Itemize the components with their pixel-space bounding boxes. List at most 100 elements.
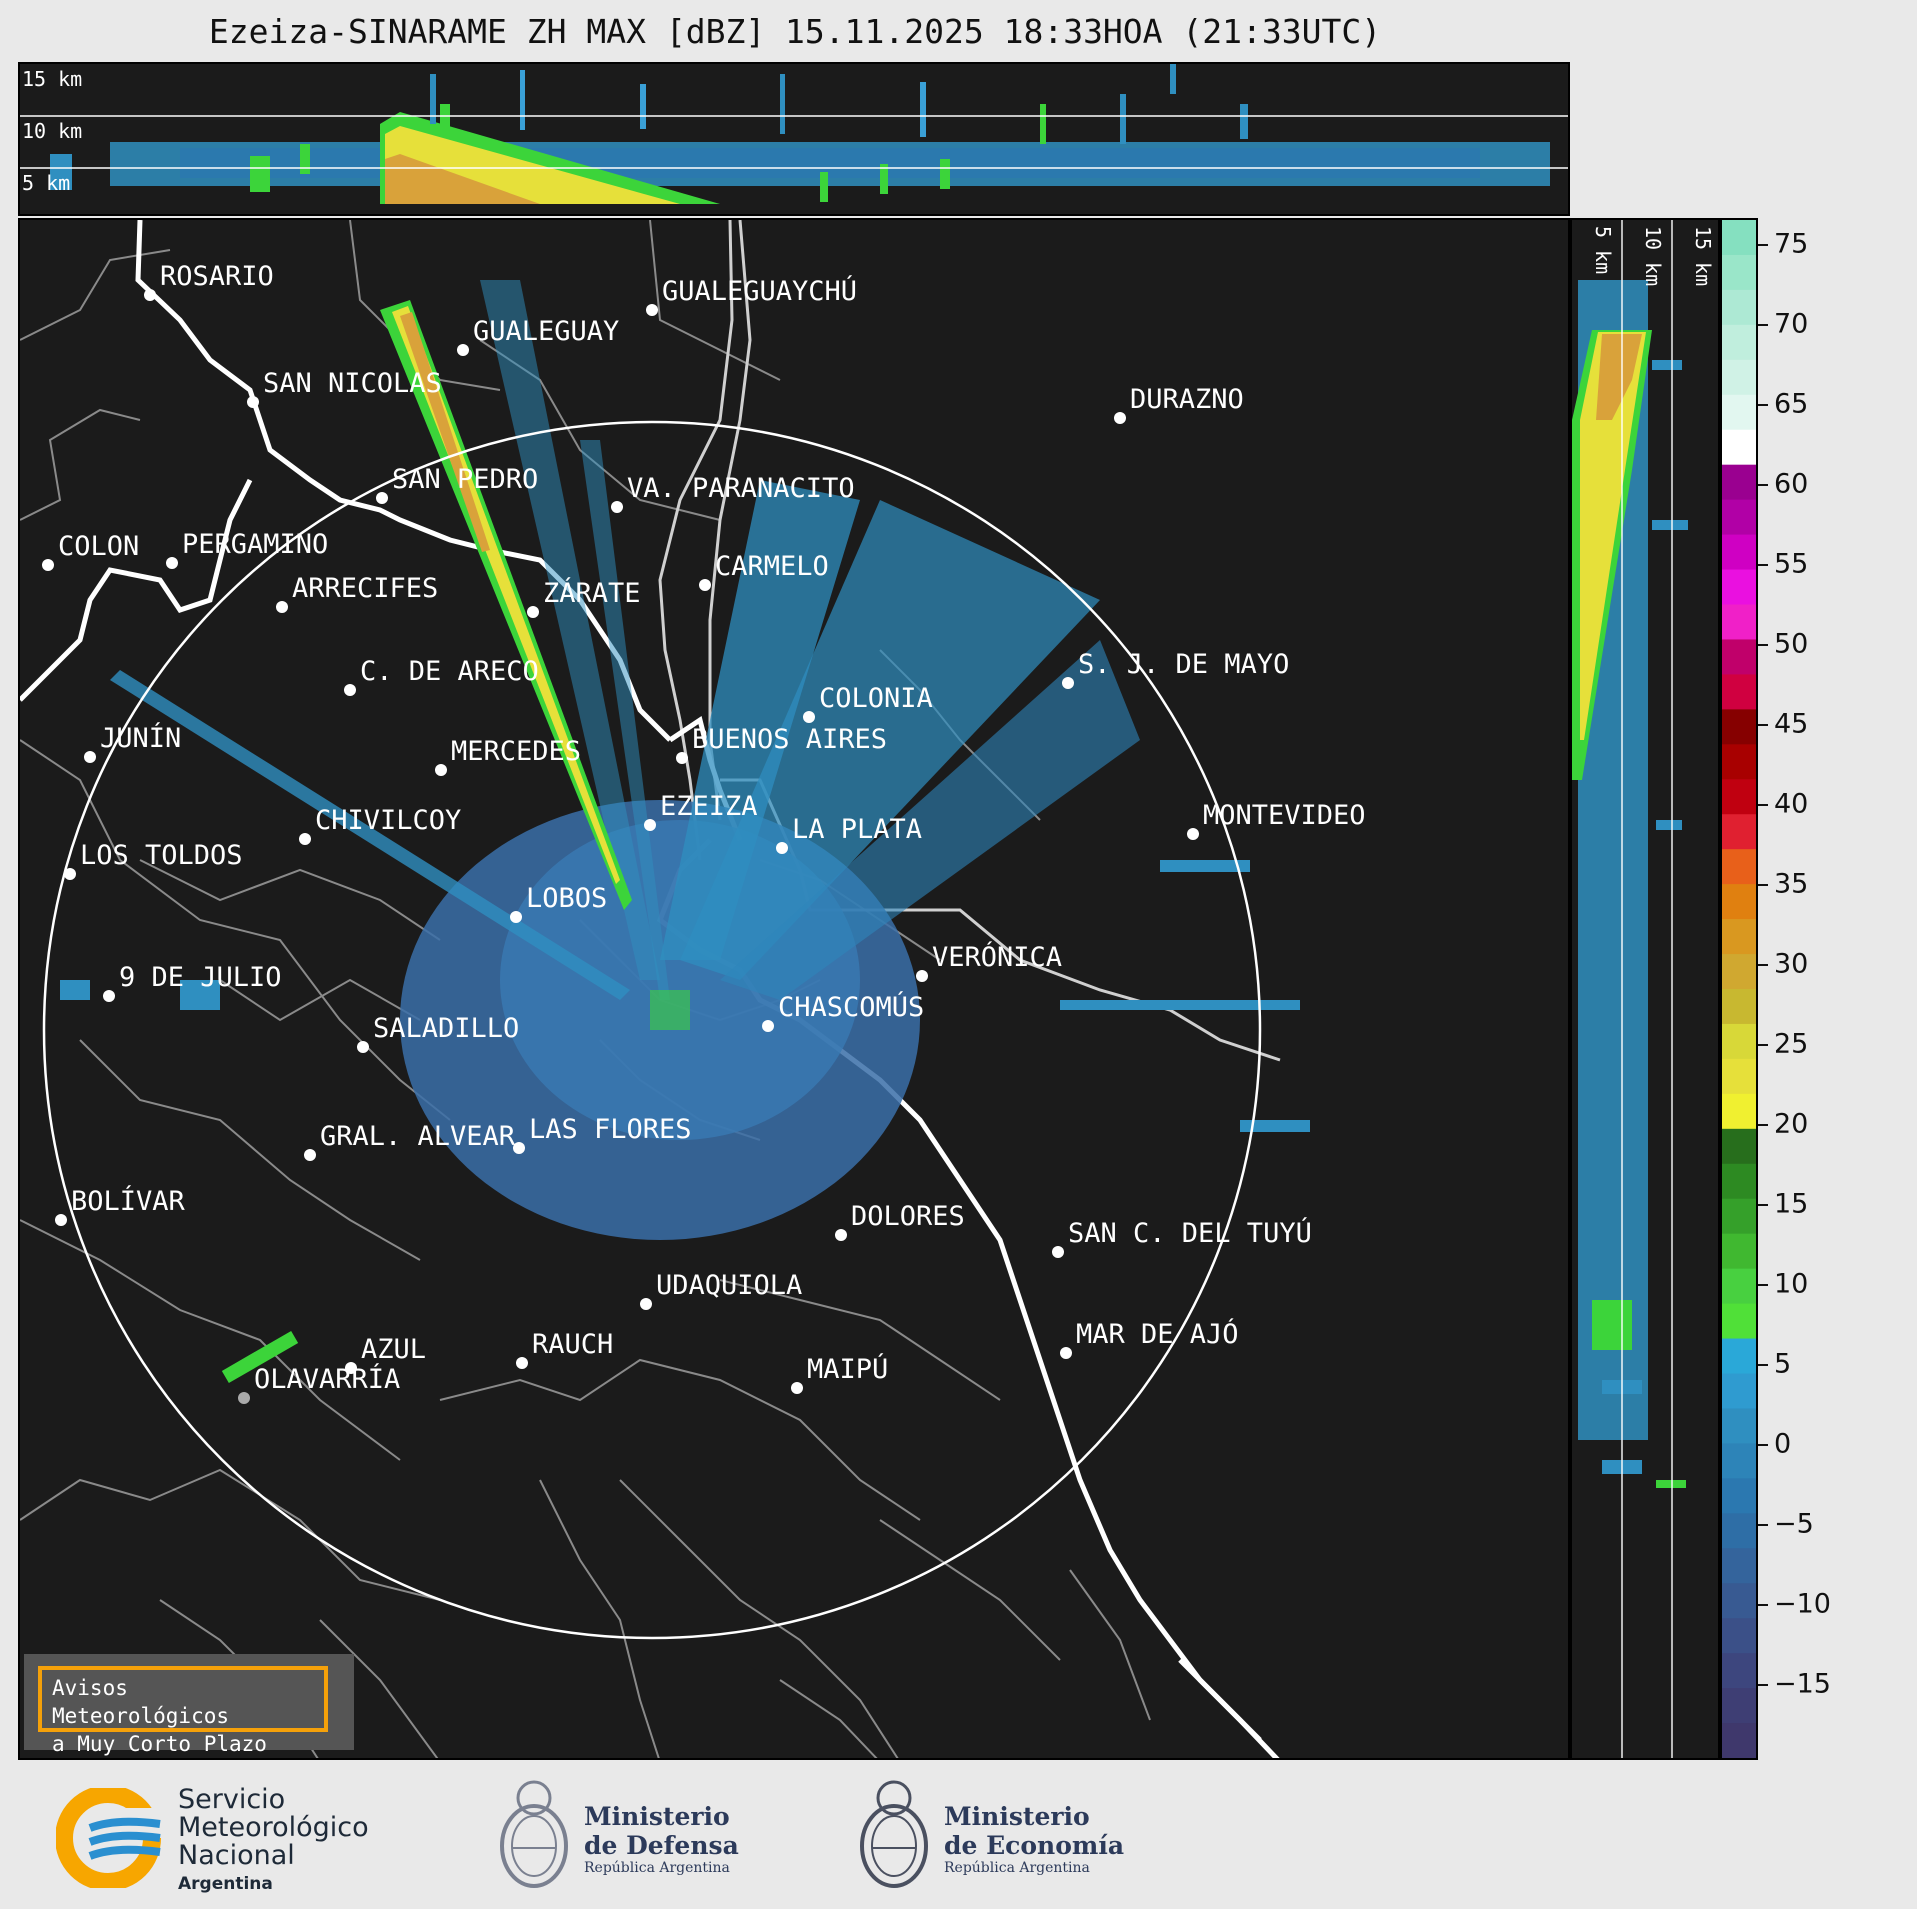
footer: Servicio Meteorológico Nacional Argentin…: [0, 1762, 1917, 1909]
city-dot: [916, 970, 928, 982]
colorbar-cell: [1722, 1443, 1756, 1479]
city-label: LOBOS: [526, 883, 607, 914]
city-marker: GUALEGUAYCHÚ: [646, 275, 857, 316]
city-marker: ARRECIFES: [276, 573, 438, 613]
colorbar-tick-label: 35: [1774, 868, 1809, 900]
city-dot: [55, 1214, 67, 1226]
city-dot: [345, 1362, 357, 1374]
city-label: LAS FLORES: [529, 1114, 692, 1145]
city-marker: RAUCH: [516, 1329, 613, 1369]
city-marker: C. DE ARECO: [344, 656, 539, 696]
top-profile-echoes: [50, 64, 1550, 204]
city-marker: LAS FLORES: [513, 1114, 692, 1154]
colorbar-cell: [1722, 1268, 1756, 1305]
colorbar-cell: [1722, 1233, 1756, 1270]
city-marker: GUALEGUAY: [457, 316, 619, 356]
colorbar-cell: [1722, 1163, 1756, 1200]
colorbar-tick-label: 45: [1774, 708, 1809, 740]
range-ring: [42, 420, 1262, 1640]
colorbar-tick-label: −5: [1774, 1508, 1814, 1540]
colorbar-cell: [1722, 394, 1756, 431]
colorbar-cell: [1722, 464, 1756, 501]
city-label: VERÓNICA: [932, 941, 1062, 973]
colorbar-tick: [1758, 1604, 1768, 1606]
city-marker: CARMELO: [699, 551, 829, 591]
colorbar-cell: [1722, 604, 1756, 640]
colorbar-tick: [1758, 964, 1768, 966]
city-label: MAR DE AJÓ: [1076, 1318, 1239, 1350]
colorbar-cell: [1722, 1303, 1756, 1340]
city-dot: [42, 559, 54, 571]
city-dot: [103, 990, 115, 1002]
city-label: GUALEGUAY: [473, 316, 619, 347]
city-dot: [299, 833, 311, 845]
colorbar-tick: [1758, 244, 1768, 246]
city-label: MONTEVIDEO: [1203, 800, 1366, 831]
city-dot: [640, 1298, 652, 1310]
top-height-profile-panel: 15 km 10 km 5 km: [18, 62, 1570, 216]
colorbar-cell: [1722, 429, 1756, 466]
colorbar-cell: [1722, 1023, 1756, 1060]
radar-echoes: [60, 280, 1310, 1384]
colorbar-tick: [1758, 484, 1768, 486]
city-marker: MERCEDES: [435, 736, 581, 776]
city-dot: [1062, 677, 1074, 689]
colorbar-tick-label: 40: [1774, 788, 1809, 820]
colorbar-cell: [1722, 1618, 1756, 1654]
city-label: UDAQUIOLA: [656, 1270, 802, 1301]
city-dot: [676, 752, 688, 764]
city-label: BOLÍVAR: [71, 1185, 186, 1217]
city-label: COLONIA: [819, 683, 933, 714]
city-marker: DURAZNO: [1114, 384, 1244, 424]
alert-box[interactable]: Avisos Meteorológicos a Muy Corto Plazo: [24, 1654, 354, 1756]
colorbar-cell: [1722, 814, 1756, 850]
colorbar-cell: [1722, 919, 1756, 955]
colorbar-cell: [1722, 709, 1756, 745]
city-marker: 9 DE JULIO: [103, 962, 282, 1002]
city-marker: MAR DE AJÓ: [1060, 1318, 1239, 1359]
colorbar-tick-label: 60: [1774, 468, 1809, 500]
colorbar-tick-label: 5: [1774, 1348, 1792, 1380]
colorbar-tick-label: 55: [1774, 548, 1809, 580]
city-marker: AZUL: [345, 1334, 426, 1374]
city-marker: BUENOS AIRES: [676, 724, 887, 764]
city-marker: PERGAMINO: [166, 529, 328, 569]
top-level-label: 10 km: [22, 119, 82, 143]
city-marker: SAN NICOLAS: [247, 368, 442, 408]
city-label: JUNÍN: [100, 722, 181, 754]
city-label: SAN PEDRO: [392, 464, 538, 495]
city-marker: VERÓNICA: [916, 941, 1062, 982]
city-label: OLAVARRÍA: [254, 1363, 400, 1395]
city-dot: [776, 842, 788, 854]
city-dot: [835, 1229, 847, 1241]
colorbar-cell: [1722, 289, 1756, 326]
city-marker: CHASCOMÚS: [762, 991, 924, 1032]
city-marker: DOLORES: [835, 1201, 965, 1241]
smn-logo-text: Servicio Meteorológico Nacional Argentin…: [178, 1784, 369, 1895]
city-label: AZUL: [361, 1334, 426, 1365]
colorbar-cell: [1722, 744, 1756, 780]
colorbar-tick-label: 75: [1774, 228, 1809, 260]
colorbar-cell: [1722, 884, 1756, 920]
city-marker: COLON: [42, 531, 139, 571]
city-dot: [1187, 828, 1199, 840]
city-marker: OLAVARRÍA: [238, 1363, 400, 1404]
city-layer: ROSARIO GUALEGUAYCHÚ GUALEGUAY SAN NICOLAS D…: [42, 261, 1366, 1404]
city-dot: [144, 289, 156, 301]
side-profile-echoes: [1572, 280, 1688, 1488]
city-label: SAN NICOLAS: [263, 368, 442, 399]
colorbar-tick: [1758, 1364, 1768, 1366]
colorbar-cell: [1722, 1513, 1756, 1549]
city-marker: S. J. DE MAYO: [1062, 649, 1289, 689]
city-marker: MAIPÚ: [791, 1353, 888, 1394]
side-level-label: 15 km: [1691, 226, 1715, 286]
colorbar-tick: [1758, 724, 1768, 726]
colorbar-cell: [1722, 1688, 1756, 1724]
city-dot: [762, 1020, 774, 1032]
city-label: CHIVILCOY: [315, 805, 461, 836]
colorbar-tick: [1758, 1124, 1768, 1126]
city-dot: [611, 501, 623, 513]
city-dot: [699, 579, 711, 591]
city-marker: LOS TOLDOS: [64, 840, 243, 880]
city-label: COLON: [58, 531, 139, 562]
